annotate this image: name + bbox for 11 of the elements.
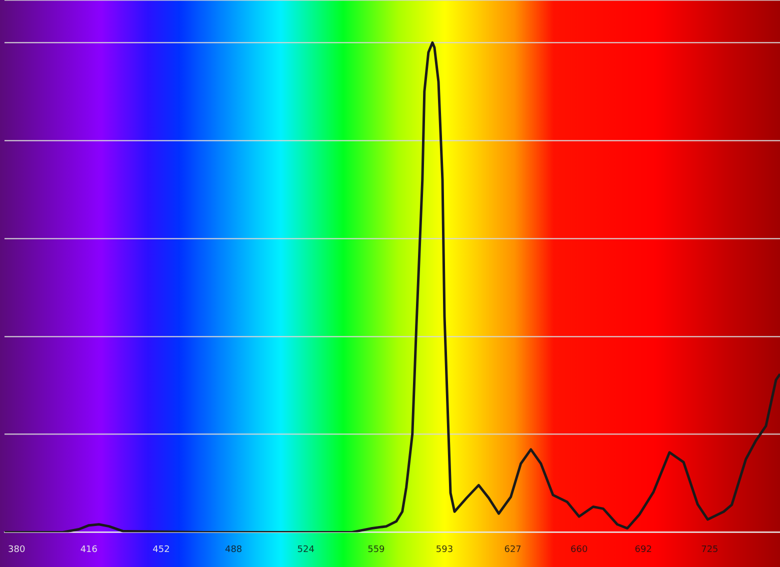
x-tick-label: 627	[504, 544, 522, 555]
x-tick-label: 559	[368, 544, 386, 555]
x-tick-label: 593	[436, 544, 454, 555]
x-tick-label: 488	[224, 544, 242, 555]
x-tick-label: 452	[152, 544, 170, 555]
x-tick-label: 416	[80, 544, 98, 555]
x-tick-label: 692	[634, 544, 652, 555]
x-tick-label: 380	[8, 544, 26, 555]
x-tick-label: 660	[570, 544, 588, 555]
x-tick-label: 524	[297, 544, 315, 555]
x-tick-label: 725	[701, 544, 718, 555]
